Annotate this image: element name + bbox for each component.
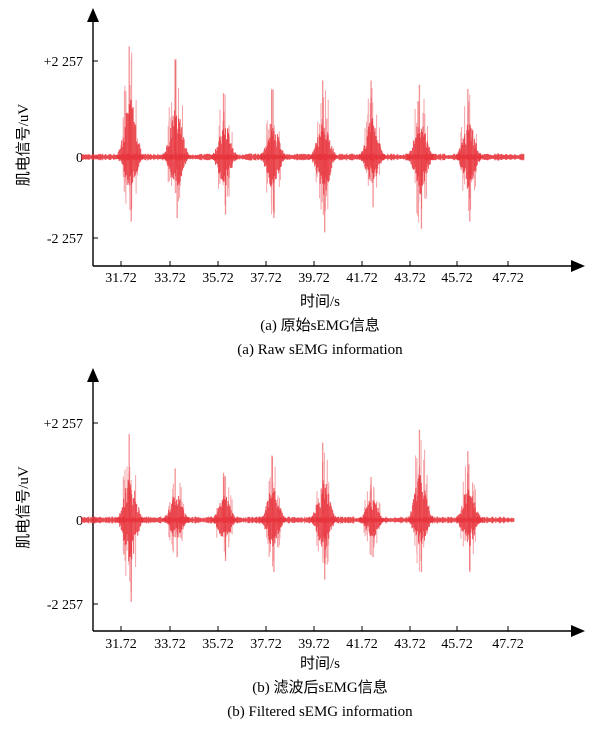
x-axis-arrow-icon [571,260,585,272]
y-tick-label: +2 257 [44,55,83,70]
x-tick-label: 39.72 [298,271,330,286]
signal-burst [211,93,238,215]
y-tick-label: +2 257 [44,417,83,432]
x-tick-label: 41.72 [346,271,378,286]
x-tick-label: 45.72 [441,637,473,652]
y-tick-label: 0 [76,514,83,529]
x-tick-label: 35.72 [202,271,234,286]
signal-burst [406,429,434,573]
signal-burst [358,477,386,558]
y-tick-label: -2 257 [47,232,83,247]
signal-burst [162,59,190,219]
x-tick-label: 43.72 [394,637,426,652]
x-tick-label: 47.72 [492,637,524,652]
x-tick-label: 41.72 [346,637,378,652]
x-axis-label: 时间/s [300,293,340,310]
chart-caption-chinese: (b) 滤波后sEMG信息 [252,679,387,696]
signal-burst [211,472,238,561]
y-axis-arrow-icon [87,368,99,382]
x-axis-label: 时间/s [300,655,340,672]
signal-burst [116,434,144,602]
y-tick-label: 0 [76,151,83,166]
x-tick-label: 31.72 [105,271,137,286]
signal-burst [310,442,338,580]
x-tick-label: 47.72 [492,271,524,286]
semg-signal-series [81,46,525,233]
semg-signal-series [81,429,515,602]
signal-burst [116,46,144,222]
signal-burst [259,455,287,573]
signal-burst [406,84,434,229]
y-axis-label: 肌电信号/uV [15,466,32,549]
x-tick-label: 33.72 [154,637,186,652]
signal-burst [162,468,190,558]
y-axis-label: 肌电信号/uV [15,104,32,187]
chart-caption-chinese: (a) 原始sEMG信息 [260,317,380,334]
signal-baseline [81,516,515,524]
chart-caption-english: (b) Filtered sEMG information [227,704,413,720]
signal-burst [455,451,483,573]
x-tick-label: 45.72 [441,271,473,286]
signal-burst [310,80,338,233]
x-tick-label: 35.72 [202,637,234,652]
chart-caption-english: (a) Raw sEMG information [237,342,403,358]
panel-filtered: +2 257 0 -2 257 31.72 33.72 35.72 37.72 39.72 41… [15,368,585,720]
panel-raw: +2 257 0 -2 257 31.72 33.72 35.72 37.72 39.72 41… [15,8,585,358]
x-tick-label: 37.72 [250,271,282,286]
signal-burst [455,88,483,222]
x-tick-label: 43.72 [394,271,426,286]
x-tick-label: 33.72 [154,271,186,286]
x-tick-label: 37.72 [250,637,282,652]
x-tick-label: 39.72 [298,637,330,652]
x-axis-arrow-icon [571,625,585,637]
x-tick-label: 31.72 [105,637,137,652]
signal-burst [358,80,386,208]
signal-burst [259,88,287,219]
y-tick-label: -2 257 [47,598,83,613]
y-axis-arrow-icon [87,8,99,22]
